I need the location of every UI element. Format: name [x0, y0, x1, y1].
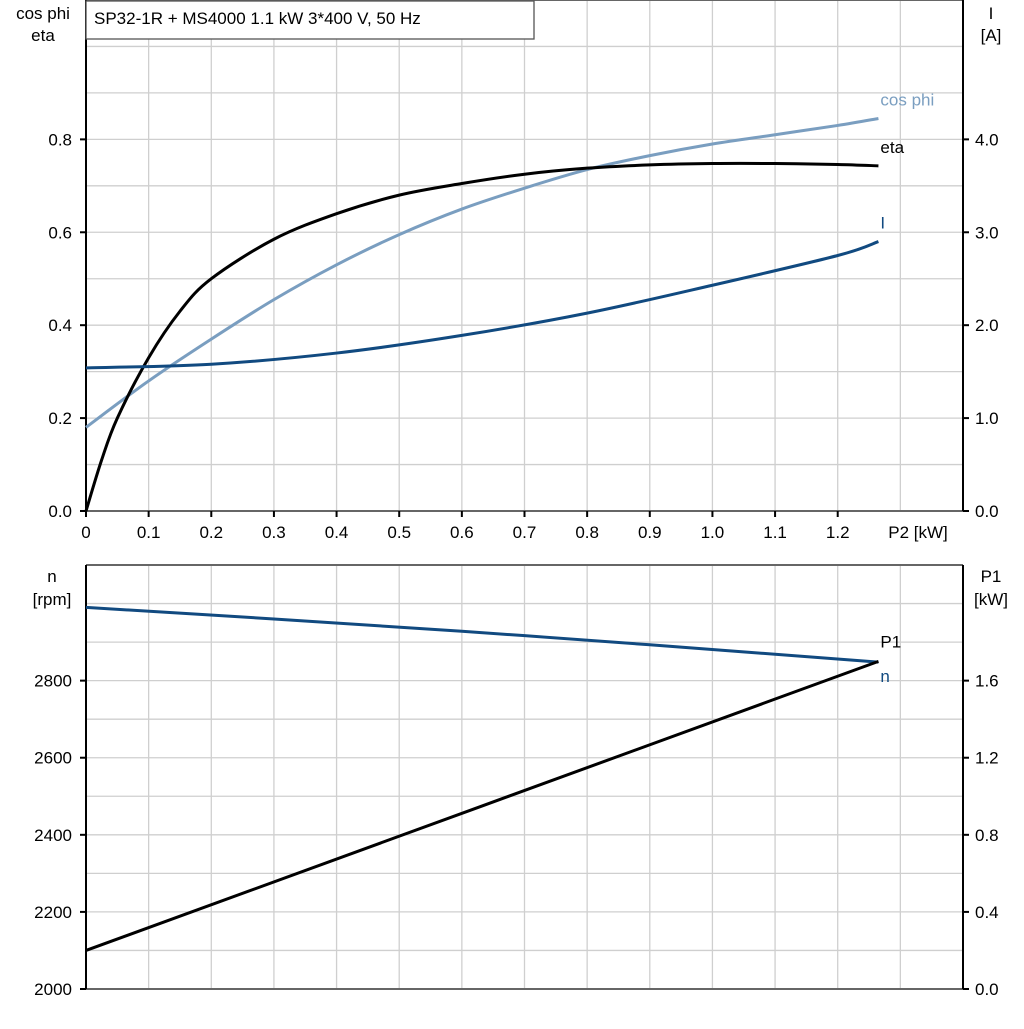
- y-tick-label-right: 0.4: [975, 903, 999, 922]
- y-tick-label-left: 0.4: [48, 316, 72, 335]
- y-tick-label-right: 0.0: [975, 502, 999, 521]
- title-box: [85, 0, 535, 40]
- y-tick-label-right: 1.2: [975, 749, 999, 768]
- y-tick-label-right: 0.8: [975, 826, 999, 845]
- y-tick-label-left: 0.2: [48, 409, 72, 428]
- series-line-i: [85, 240, 879, 370]
- x-tick-label: 0.5: [387, 523, 411, 542]
- series-label-i: I: [880, 214, 885, 233]
- series-line-p1: [85, 659, 879, 952]
- y-axis-label-left: cos phi: [16, 4, 70, 23]
- y-tick-label-right: 4.0: [975, 130, 999, 149]
- series-label-eta: eta: [880, 138, 904, 157]
- y-tick-label-right: 1.6: [975, 672, 999, 691]
- y-tick-label-right: 3.0: [975, 223, 999, 242]
- y-tick-label-left: 2200: [34, 903, 72, 922]
- y-axis-label-right: [kW]: [974, 590, 1008, 609]
- x-tick-label: 1.1: [763, 523, 787, 542]
- x-tick-label: 0.8: [575, 523, 599, 542]
- series-label-cos-phi: cos phi: [880, 90, 934, 109]
- x-tick-label: 0.6: [450, 523, 474, 542]
- chart-title: SP32-1R + MS4000 1.1 kW 3*400 V, 50 Hz: [94, 9, 421, 28]
- y-tick-label-right: 2.0: [975, 316, 999, 335]
- x-tick-label: 1.0: [701, 523, 725, 542]
- y-tick-label-left: 2000: [34, 980, 72, 999]
- x-tick-label: 0.4: [325, 523, 349, 542]
- y-axis-label-right: I: [989, 4, 994, 23]
- y-tick-label-left: 2400: [34, 826, 72, 845]
- y-tick-label-left: 0.8: [48, 130, 72, 149]
- x-tick-label: 0.7: [513, 523, 537, 542]
- x-tick-label: 0: [81, 523, 90, 542]
- series-line-n: [85, 605, 879, 664]
- y-axis-label-left: eta: [31, 26, 55, 45]
- x-tick-label: 0.3: [262, 523, 286, 542]
- x-tick-label: 0.9: [638, 523, 662, 542]
- x-tick-label: 0.2: [199, 523, 223, 542]
- y-tick-label-left: 0.6: [48, 223, 72, 242]
- series-label-p1: P1: [880, 632, 901, 651]
- series-label-n: n: [880, 667, 889, 686]
- x-tick-label: 0.1: [137, 523, 161, 542]
- y-tick-label-left: 2600: [34, 749, 72, 768]
- y-axis-label-right: P1: [981, 567, 1002, 586]
- series-line-eta: [84, 161, 879, 512]
- bottom-plot: 2000 2200 2400 2600 2800 0.0 0.4 0.8 1.2 1.6 n [rpm…: [33, 564, 1008, 999]
- top-plot: 0.0 0.2 0.4 0.6 0.8 0.0 1.0 2.0 3.0 4.0 cos phi eta…: [16, 0, 1001, 542]
- x-tick-label: 1.2: [826, 523, 850, 542]
- y-axis-label-left: [rpm]: [33, 590, 72, 609]
- x-axis-label: P2 [kW]: [888, 523, 948, 542]
- y-tick-label-left: 0.0: [48, 502, 72, 521]
- y-tick-label-right: 1.0: [975, 409, 999, 428]
- y-tick-label-left: 2800: [34, 672, 72, 691]
- y-axis-label-right: [A]: [981, 26, 1002, 45]
- series-line-cos-phi: [85, 116, 879, 429]
- y-axis-label-left: n: [47, 567, 56, 586]
- y-tick-label-right: 0.0: [975, 980, 999, 999]
